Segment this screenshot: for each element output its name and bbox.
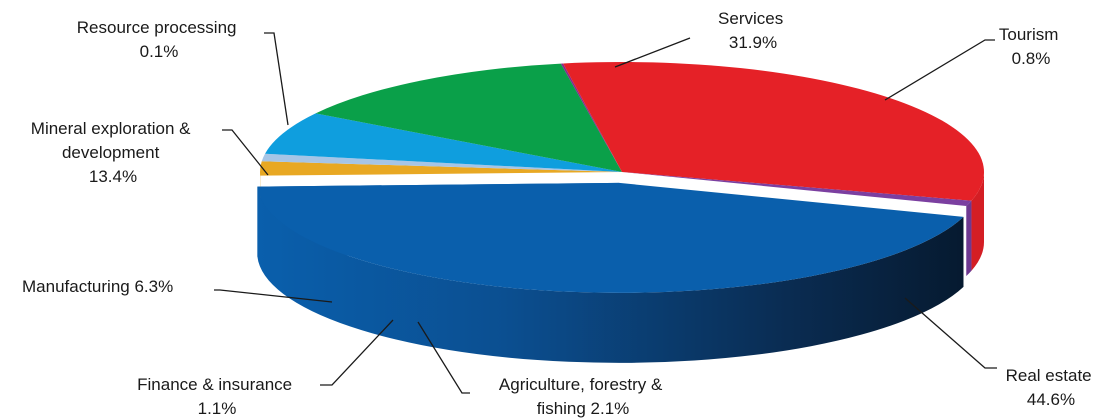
pie-slice-mineral-exploration-development — [315, 63, 622, 172]
leader-line-services — [614, 37, 691, 68]
leader-line-agriculture — [417, 321, 470, 394]
pie-slice-manufacturing — [265, 113, 622, 172]
pie-slice-tourism — [622, 172, 972, 206]
leader-line-resource — [264, 32, 289, 126]
label-resource-processing: Resource processing 0.1% — [77, 18, 241, 61]
pie-side-real-estate — [257, 186, 964, 363]
pie-side-services — [971, 172, 984, 271]
leader-line-manufacturing — [214, 289, 333, 303]
label-agriculture: Agriculture, forestry & fishing 2.1% — [499, 375, 667, 418]
leader-line-real-estate — [904, 297, 997, 369]
label-real-estate: Real estate 44.6% — [1006, 366, 1097, 409]
leader-line-mineral — [222, 129, 269, 176]
pie-slice-finance-insurance — [261, 153, 622, 172]
label-mineral: Mineral exploration & development 13.4% — [31, 119, 195, 186]
pie-top-faces — [257, 61, 984, 293]
pie-slice-real-estate — [257, 182, 964, 293]
pie-side-tourism — [966, 200, 972, 276]
pie-slice-agriculture-forestry-fishing — [260, 161, 622, 176]
label-services: Services 31.9% — [718, 9, 788, 52]
label-finance: Finance & insurance 1.1% — [137, 375, 297, 418]
leader-line-tourism — [884, 39, 995, 101]
pie-slice-resource-processing — [560, 63, 622, 173]
leader-line-finance — [320, 319, 394, 386]
label-manufacturing: Manufacturing 6.3% — [22, 277, 173, 296]
pie-slice-services — [563, 61, 984, 201]
label-tourism: Tourism 0.8% — [999, 25, 1063, 68]
